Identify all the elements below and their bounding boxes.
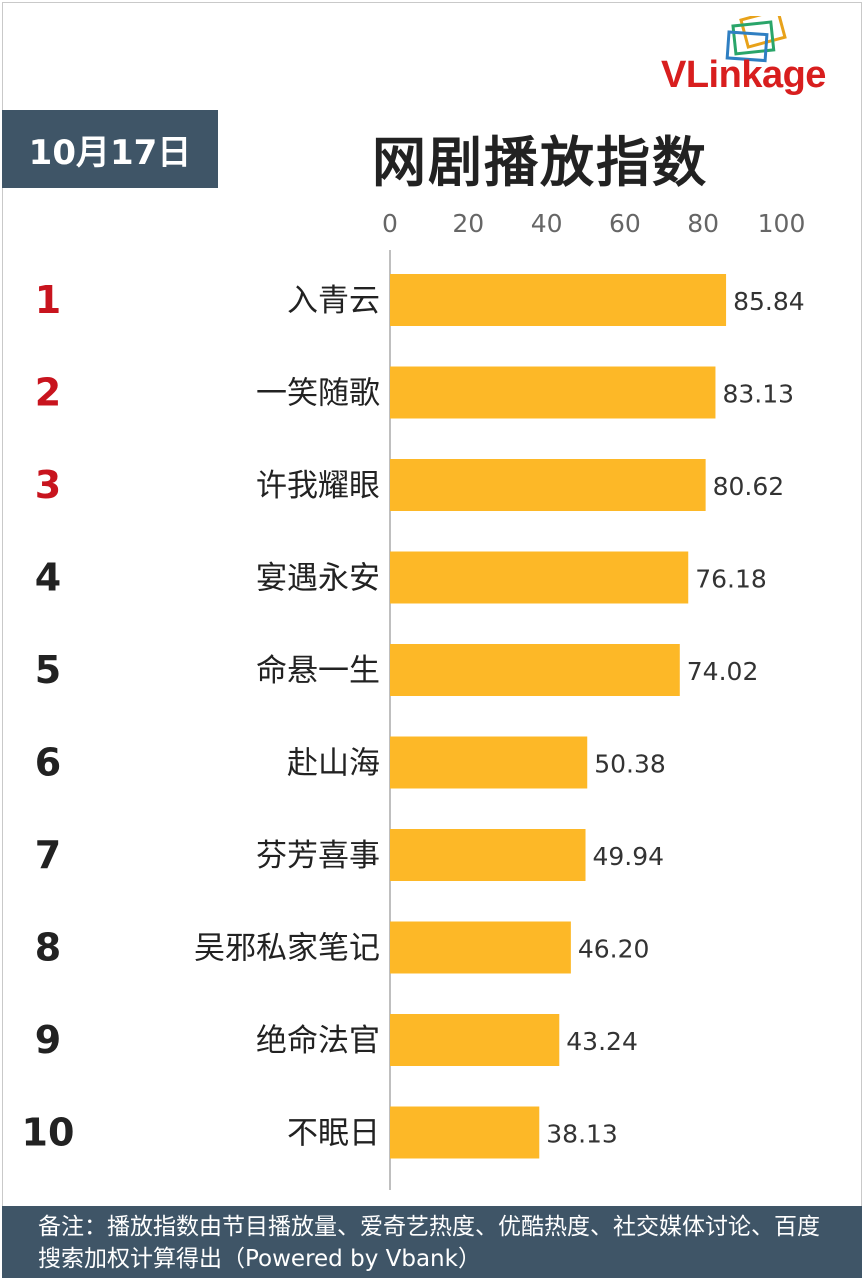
tick-label: 60 xyxy=(609,209,641,238)
bar-chart: 0 20 40 60 80 100 85.84 入青云 1 83.13 一笑随歌 2 80.62 许我耀眼… xyxy=(22,209,806,1190)
bar xyxy=(390,274,727,326)
data-label: 76.18 xyxy=(695,565,767,594)
category-label: 芬芳喜事 xyxy=(256,838,380,874)
data-label: 80.62 xyxy=(713,472,785,501)
data-label: 49.94 xyxy=(593,842,665,871)
bar xyxy=(390,551,689,604)
category-label: 一笑随歌 xyxy=(256,376,380,412)
footer-note: 备注：播放指数由节目播放量、爱奇艺热度、优酷热度、社交媒体讨论、百度搜索加权计算… xyxy=(2,1206,862,1278)
tick-label: 100 xyxy=(758,209,806,238)
category-label: 命悬一生 xyxy=(256,653,380,689)
data-label: 83.13 xyxy=(722,380,794,409)
category-label: 入青云 xyxy=(287,283,380,319)
tick-label: 0 xyxy=(382,209,398,238)
logo-cards-icon xyxy=(725,8,787,63)
data-label: 38.13 xyxy=(546,1120,618,1149)
category-label: 吴邪私家笔记 xyxy=(194,931,380,967)
tick-label: 40 xyxy=(531,209,563,238)
category-label: 绝命法官 xyxy=(256,1023,380,1059)
category-label: 许我耀眼 xyxy=(256,468,380,504)
rank-label: 5 xyxy=(35,648,61,692)
tick-label: 20 xyxy=(452,209,484,238)
data-label: 43.24 xyxy=(566,1027,638,1056)
rank-label: 8 xyxy=(35,926,61,970)
chart-title: 网剧播放指数 xyxy=(372,131,708,194)
bar xyxy=(390,366,716,419)
category-label: 赴山海 xyxy=(287,746,380,782)
data-label: 50.38 xyxy=(594,750,666,779)
category-label: 宴遇永安 xyxy=(256,561,380,597)
data-label: 46.20 xyxy=(578,935,650,964)
bar xyxy=(390,1106,540,1159)
logo-text: VLinkage xyxy=(661,54,826,96)
data-label: 85.84 xyxy=(733,287,805,316)
rank-label: 4 xyxy=(35,556,61,600)
bar xyxy=(390,1014,560,1066)
bar xyxy=(390,921,571,974)
rank-label: 2 xyxy=(35,371,61,415)
rank-label: 9 xyxy=(35,1018,61,1062)
bar xyxy=(390,736,588,789)
rank-label: 7 xyxy=(35,833,61,877)
rank-label: 6 xyxy=(35,741,61,785)
bar xyxy=(390,644,680,696)
bar xyxy=(390,459,706,511)
rank-label: 10 xyxy=(22,1111,75,1155)
data-label: 74.02 xyxy=(687,657,759,686)
date-label: 10月17日 xyxy=(2,110,218,188)
category-label: 不眠日 xyxy=(287,1116,380,1152)
rank-label: 1 xyxy=(35,278,61,322)
vlinkage-logo: VLinkage xyxy=(655,8,860,96)
bar xyxy=(390,829,586,881)
tick-label: 80 xyxy=(687,209,719,238)
rank-label: 3 xyxy=(35,463,61,507)
